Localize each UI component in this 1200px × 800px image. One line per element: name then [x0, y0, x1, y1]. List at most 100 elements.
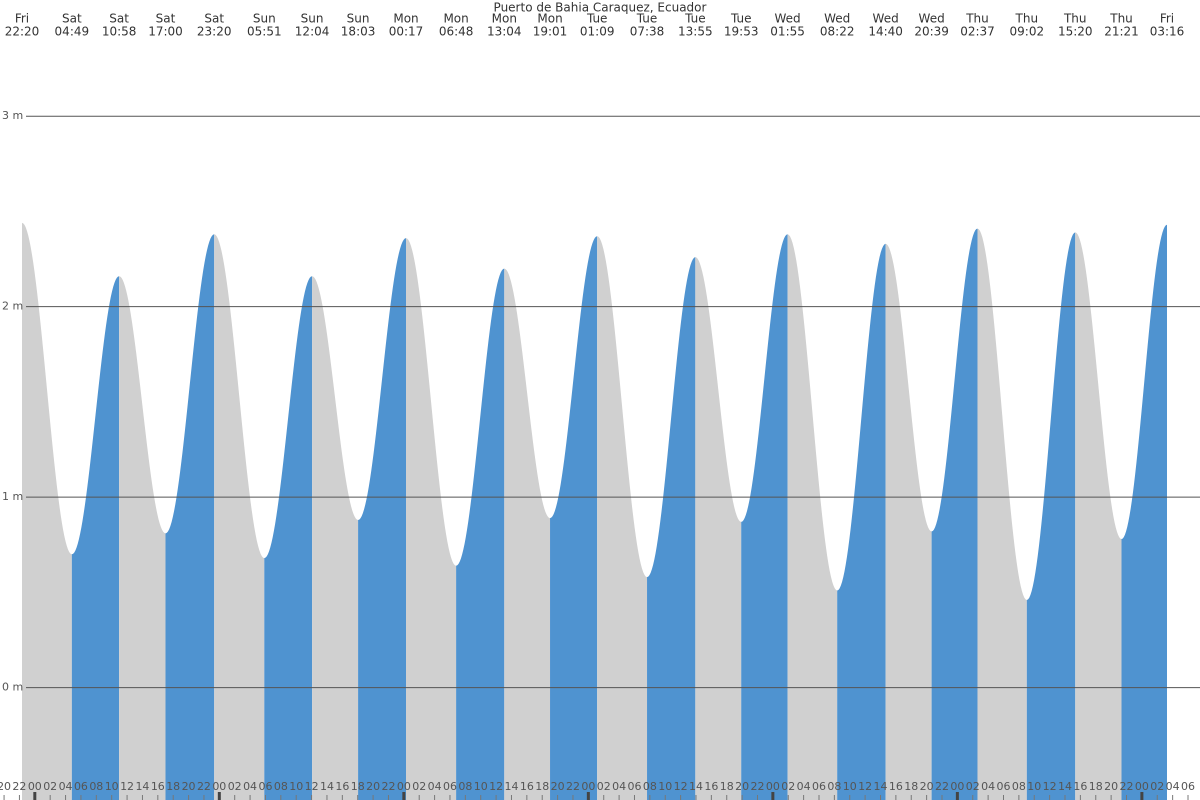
hour-label: 16 [889, 780, 903, 793]
hour-label: 06 [627, 780, 641, 793]
hour-label: 00 [766, 780, 780, 793]
hour-label: 02 [597, 780, 611, 793]
hour-label: 08 [89, 780, 103, 793]
rising-area [741, 234, 788, 800]
hour-label: 14 [873, 780, 887, 793]
hour-label: 16 [704, 780, 718, 793]
falling-area [214, 234, 265, 800]
hour-label: 22 [750, 780, 764, 793]
extreme-time: 02:37 [960, 25, 995, 39]
rising-area [71, 276, 120, 800]
falling-area [1075, 232, 1122, 800]
hour-label: 14 [135, 780, 149, 793]
hour-label: 02 [412, 780, 426, 793]
hour-label: 20 [735, 780, 749, 793]
y-tick-label: 3 m [2, 109, 23, 122]
hour-label: 14 [1058, 780, 1072, 793]
hour-label: 02 [781, 780, 795, 793]
extreme-time: 22:20 [5, 25, 40, 39]
hour-label: 12 [1043, 780, 1057, 793]
hour-label: 02 [966, 780, 980, 793]
rising-area [1026, 232, 1076, 800]
rising-area [264, 276, 313, 800]
extreme-time: 09:02 [1010, 25, 1045, 39]
hour-label: 08 [274, 780, 288, 793]
hour-label: 22 [1120, 780, 1134, 793]
hour-label: 04 [981, 780, 995, 793]
hour-label: 00 [950, 780, 964, 793]
hour-label: 12 [858, 780, 872, 793]
extreme-day: Sat [156, 12, 176, 26]
rising-area [647, 257, 696, 800]
hour-label: 20 [0, 780, 11, 793]
extreme-time: 01:09 [580, 25, 615, 39]
extreme-day: Wed [873, 12, 899, 26]
extreme-day: Sat [109, 12, 129, 26]
extreme-time: 21:21 [1104, 25, 1139, 39]
extreme-time: 19:01 [533, 25, 568, 39]
falling-area [787, 234, 838, 800]
hour-label: 10 [658, 780, 672, 793]
hour-label: 04 [428, 780, 442, 793]
hour-label: 14 [504, 780, 518, 793]
falling-area [504, 268, 551, 800]
hour-label: 22 [12, 780, 26, 793]
hour-label: 08 [458, 780, 472, 793]
hour-label: 00 [581, 780, 595, 793]
hour-label: 12 [120, 780, 134, 793]
extreme-day: Wed [824, 12, 850, 26]
hour-label: 06 [258, 780, 272, 793]
extreme-day: Tue [636, 12, 658, 26]
hour-label: 16 [151, 780, 165, 793]
extreme-day: Thu [1015, 12, 1039, 26]
hour-label: 12 [489, 780, 503, 793]
hour-label: 06 [812, 780, 826, 793]
hour-label: 16 [520, 780, 534, 793]
hour-label: 22 [935, 780, 949, 793]
hour-label: 22 [197, 780, 211, 793]
hour-label: 04 [797, 780, 811, 793]
extreme-time: 12:04 [295, 25, 330, 39]
hour-label: 20 [551, 780, 565, 793]
hour-label: 10 [843, 780, 857, 793]
rising-area [165, 234, 215, 800]
falling-area [312, 276, 359, 800]
y-tick-label: 1 m [2, 490, 23, 503]
hour-label: 08 [827, 780, 841, 793]
hour-label: 14 [689, 780, 703, 793]
hour-label: 12 [305, 780, 319, 793]
hour-label: 06 [1181, 780, 1195, 793]
y-tick-label: 0 m [2, 681, 23, 694]
extreme-time: 18:03 [341, 25, 376, 39]
y-tick-label: 2 m [2, 300, 23, 313]
extreme-time: 03:16 [1150, 25, 1185, 39]
extreme-day: Thu [1063, 12, 1087, 26]
hour-label: 04 [612, 780, 626, 793]
extreme-time: 10:58 [102, 25, 137, 39]
hour-label: 20 [920, 780, 934, 793]
falling-area [977, 228, 1027, 800]
falling-area [597, 236, 648, 800]
hour-label: 00 [212, 780, 226, 793]
hour-label: 20 [1104, 780, 1118, 793]
extreme-day: Mon [537, 12, 562, 26]
extreme-time: 23:20 [197, 25, 232, 39]
extreme-day: Tue [586, 12, 608, 26]
extreme-time: 07:38 [630, 25, 665, 39]
extreme-day: Fri [1160, 12, 1174, 26]
falling-area [119, 276, 166, 800]
extreme-time: 06:48 [439, 25, 474, 39]
hour-label: 16 [1073, 780, 1087, 793]
rising-area [456, 268, 505, 800]
extreme-time: 13:55 [678, 25, 713, 39]
hour-label: 18 [720, 780, 734, 793]
extreme-day: Tue [730, 12, 752, 26]
hour-label: 00 [397, 780, 411, 793]
falling-area [22, 222, 72, 800]
extreme-day: Sun [347, 12, 370, 26]
falling-area [406, 238, 457, 800]
hour-label: 02 [43, 780, 57, 793]
hour-label: 04 [59, 780, 73, 793]
hour-label: 22 [381, 780, 395, 793]
